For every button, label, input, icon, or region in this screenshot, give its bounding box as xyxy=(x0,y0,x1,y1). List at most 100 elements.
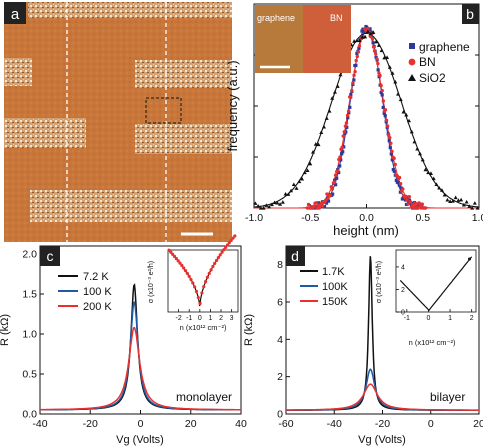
panel-b-point-sio2-56 xyxy=(396,91,401,96)
panel-b-point-bn-102 xyxy=(416,206,420,210)
panel-b-inset-label-bn: BN xyxy=(330,13,343,23)
panel-b-point-graphene-77 xyxy=(387,139,391,143)
panel-c-inset-point-16 xyxy=(196,295,200,300)
panel-c-inset-point-25 xyxy=(213,261,217,266)
panel-b-point-graphene-15 xyxy=(324,201,329,205)
panel-b-point-graphene-97 xyxy=(407,198,412,202)
panel-b-point-graphene-52 xyxy=(362,30,366,34)
panel-b-point-sio2-72 xyxy=(439,188,444,192)
panel-b-point-sio2-22 xyxy=(302,170,307,175)
panel-b-point-bn-44 xyxy=(353,69,357,74)
panel-c-inset-point-13 xyxy=(191,281,195,285)
panel-b-point-graphene-17 xyxy=(326,199,331,203)
panel-b-point-graphene-38 xyxy=(348,105,352,109)
panel-b-point-sio2-57 xyxy=(398,97,403,102)
panel-c-inset-point-3 xyxy=(172,254,177,259)
panel-b-xtick-label-1: -0.5 xyxy=(301,212,319,224)
panel-b-point-sio2-34 xyxy=(335,84,340,88)
panel-b-point-sio2-48 xyxy=(374,39,379,44)
panel-d-label-bg xyxy=(286,246,305,266)
panel-d-inset-xtick-label-3: 2 xyxy=(470,315,474,322)
panel-c-inset-point-10 xyxy=(185,271,189,276)
panel-b-point-sio2-4 xyxy=(253,201,258,205)
panel-b-point-sio2-9 xyxy=(267,204,272,209)
panel-b-point-bn-36 xyxy=(344,121,349,125)
panel-b-point-graphene-30 xyxy=(340,152,344,156)
afm-bar-right-2 xyxy=(135,124,232,154)
panel-b-point-bn-30 xyxy=(338,155,342,159)
panel-b-point-bn-92 xyxy=(405,198,409,202)
panel-c-inset-point-24 xyxy=(211,264,215,269)
panel-b-point-bn-106 xyxy=(420,202,425,206)
panel-b-point-bn-48 xyxy=(357,44,362,48)
panel-c-inset-point-6 xyxy=(178,261,182,265)
panel-b-point-bn-65 xyxy=(376,61,380,66)
panel-c-ylabel: R (kΩ) xyxy=(0,314,11,346)
panel-b-point-sio2-17 xyxy=(289,188,294,193)
panel-b-point-sio2-41 xyxy=(354,38,359,43)
legend-label-c-2: 200 K xyxy=(83,301,112,313)
panel-b-point-sio2-33 xyxy=(332,90,337,94)
panel-d-inset-ytick-label-1: 2 xyxy=(401,287,405,294)
panel-c-inset-point-20 xyxy=(203,280,208,284)
panel-b-point-sio2-70 xyxy=(434,182,439,186)
panel-c-inset-point-33 xyxy=(227,241,231,245)
panel-c-inset-xtick-label-3: 1 xyxy=(208,315,212,322)
panel-c-label: c xyxy=(47,248,54,264)
panel-b-point-bn-26 xyxy=(333,173,338,177)
panel-b-point-bn-70 xyxy=(381,99,385,103)
panel-b-point-bn-94 xyxy=(407,195,412,199)
panel-b-point-sio2-79 xyxy=(459,197,464,202)
panel-b-point-sio2-35 xyxy=(338,72,343,77)
panel-b-point-sio2-77 xyxy=(453,195,458,200)
panel-c-inset-xtick-label-4: 2 xyxy=(219,315,223,322)
panel-b-point-sio2-74 xyxy=(445,197,450,202)
panel-b-point-sio2-66 xyxy=(423,167,428,172)
panel-c-xtick-label-3: 20 xyxy=(185,418,197,430)
panel-b-point-sio2-61 xyxy=(409,129,414,134)
panel-b-point-sio2-52 xyxy=(385,55,390,59)
panel-b-point-graphene-61 xyxy=(371,41,375,45)
panel-b-point-bn-28 xyxy=(336,169,340,173)
panel-b-point-sio2-19 xyxy=(294,186,299,190)
panel-b-point-sio2-6 xyxy=(258,206,263,210)
panel-c-inset-point-17 xyxy=(198,301,202,306)
panel-c-inset-point-12 xyxy=(189,277,193,282)
panel-c-inset-point-30 xyxy=(222,248,226,252)
panel-c-ytick-label-0: 0.0 xyxy=(22,409,37,421)
panel-b-point-sio2-59 xyxy=(404,112,409,117)
panel-c-inset-xtick-label-0: -2 xyxy=(175,315,181,322)
panel-b-point-graphene-69 xyxy=(379,90,383,95)
panel-b-point-bn-41 xyxy=(350,88,354,93)
panel-b-point-sio2-45 xyxy=(365,29,370,33)
panel-b-point-graphene-54 xyxy=(364,24,368,29)
panel-d-xtick-label-2: -20 xyxy=(375,418,390,430)
panel-b-point-bn-74 xyxy=(385,124,390,128)
panel-b-inset-region-graphene xyxy=(255,5,303,73)
panel-b-point-bn-21 xyxy=(328,193,332,197)
panel-b-point-bn-62 xyxy=(372,49,377,53)
panel-c-xtick-label-1: -20 xyxy=(83,418,98,430)
panel-b-point-bn-95 xyxy=(408,200,413,204)
legend-marker-bn xyxy=(408,58,416,66)
panel-b-point-bn-38 xyxy=(346,109,351,113)
panel-b-point-sio2-26 xyxy=(313,142,318,146)
panel-b-point-graphene-29 xyxy=(339,158,343,162)
panel-b-point-bn-77 xyxy=(389,141,393,145)
panel-b-point-graphene-44 xyxy=(354,63,358,67)
panel-a: a xyxy=(4,2,232,242)
panel-b-point-sio2-13 xyxy=(278,202,283,206)
panel-b-point-sio2-28 xyxy=(319,130,324,134)
panel-b-xlabel: height (nm) xyxy=(333,223,399,238)
panel-c-inset-point-36 xyxy=(233,234,237,238)
panel-c-inset-ylabel: σ (x10⁻³ e²/h) xyxy=(148,261,155,303)
panel-b-point-sio2-31 xyxy=(327,109,332,113)
panel-d-inset-ytick-label-0: 0 xyxy=(401,310,405,317)
panel-c-xtick-label-0: -40 xyxy=(32,418,47,430)
panel-b-point-bn-64 xyxy=(375,57,379,61)
panel-b-point-sio2-73 xyxy=(442,192,447,197)
panel-b-point-sio2-20 xyxy=(297,179,302,184)
panel-c-inset-xtick-label-1: -1 xyxy=(186,315,192,322)
panel-b-point-sio2-47 xyxy=(371,30,376,34)
